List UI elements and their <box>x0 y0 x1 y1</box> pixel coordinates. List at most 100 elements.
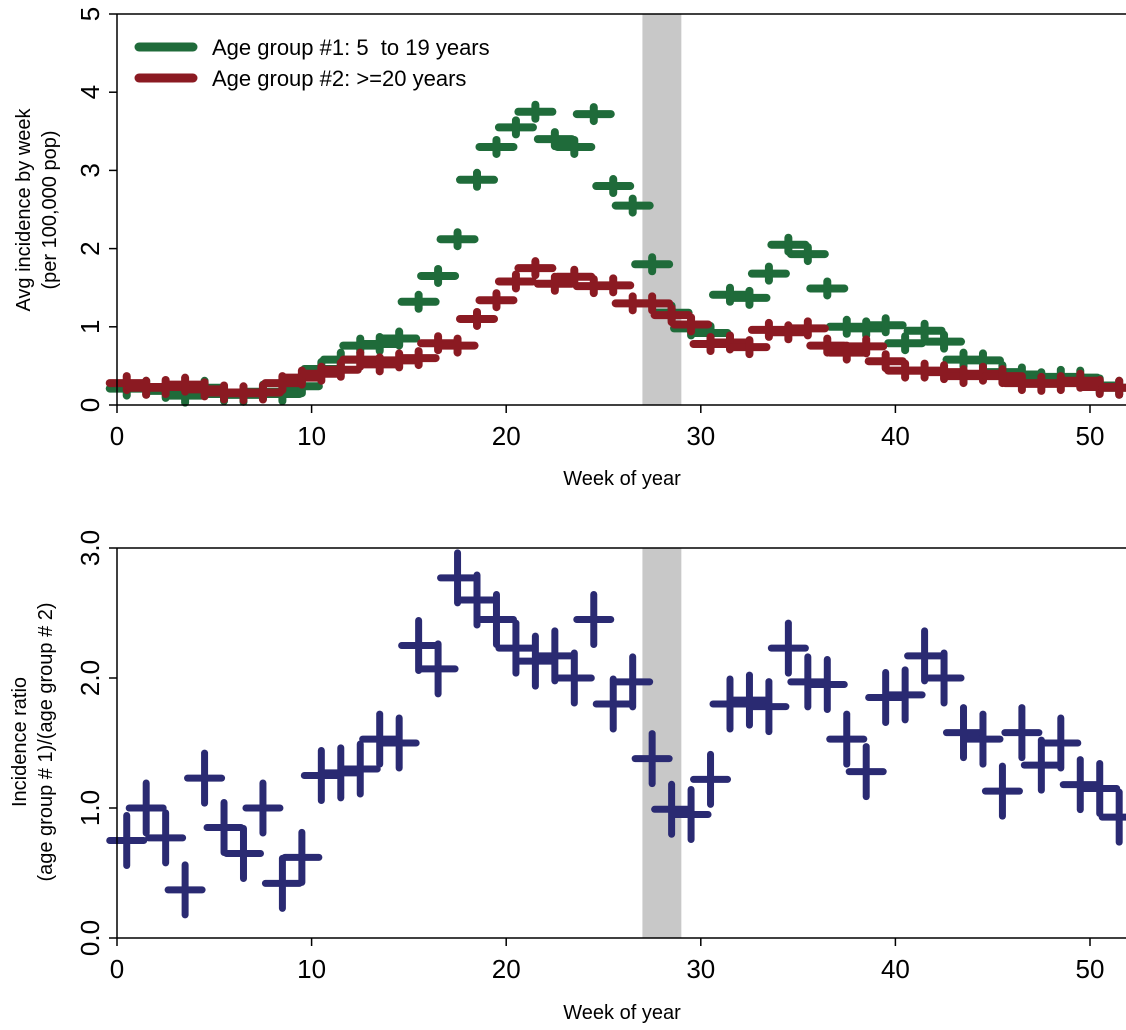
y-tick-label: 3 <box>75 163 105 177</box>
data-point <box>650 304 693 327</box>
data-point <box>475 289 518 312</box>
data-point <box>1098 376 1126 399</box>
legend-label-group-1: Age group #1: 5 to 19 years <box>212 35 490 60</box>
y-tick-label: 5 <box>75 7 105 21</box>
data-point <box>651 780 693 838</box>
x-tick-label: 0 <box>110 954 124 984</box>
data-point <box>826 710 868 768</box>
data-point <box>631 253 674 276</box>
legend: Age group #1: 5 to 19 years Age group #2… <box>134 35 490 91</box>
ratio-chart: 0 10 20 30 40 50 0.0 1.0 2.0 3.0 Week of year Inc… <box>9 530 1126 1024</box>
data-point <box>456 307 499 330</box>
data-point <box>494 116 537 139</box>
y-tick-label: 0.0 <box>75 920 105 956</box>
data-point <box>728 671 770 729</box>
data-point <box>903 319 946 342</box>
data-point <box>864 350 907 373</box>
data-point <box>222 825 264 882</box>
data-point <box>728 286 771 309</box>
data-point <box>631 292 674 315</box>
data-point <box>806 656 848 713</box>
data-point <box>1098 788 1126 846</box>
data-point <box>981 762 1023 820</box>
y-tick-label: 0 <box>75 398 105 412</box>
data-point <box>494 270 537 293</box>
data-point <box>748 678 790 736</box>
data-point <box>728 336 771 359</box>
data-point <box>747 262 790 285</box>
data-point <box>359 710 401 768</box>
data-point <box>398 617 440 674</box>
data-point <box>631 730 673 788</box>
x-tick-label: 10 <box>297 954 326 984</box>
data-point <box>806 277 849 300</box>
data-point <box>125 779 167 837</box>
data-point <box>495 619 537 677</box>
y-tick-label: 3.0 <box>75 530 105 566</box>
data-point <box>592 175 635 198</box>
data-point <box>397 347 440 370</box>
data-point <box>573 591 615 648</box>
y-tick-label: 2 <box>75 241 105 255</box>
ratio-y-axis-title: Incidence ratio <box>9 677 31 807</box>
data-point <box>456 571 498 629</box>
data-point <box>904 627 946 685</box>
data-point <box>884 332 927 355</box>
ratio-x-axis-title: Week of year <box>563 1002 681 1024</box>
x-tick-label: 50 <box>1076 954 1105 984</box>
ratio-axis-ticks: 0 10 20 30 40 50 0.0 1.0 2.0 3.0 <box>75 530 1104 984</box>
incidence-chart: 0 10 20 30 40 50 0 1 2 3 4 5 Week of year Avg incid… <box>13 7 1126 490</box>
data-point <box>242 779 284 837</box>
x-tick-label: 10 <box>297 421 326 451</box>
data-point <box>572 103 615 126</box>
data-point <box>786 317 829 340</box>
data-point <box>319 358 362 381</box>
x-tick-label: 0 <box>110 421 124 451</box>
data-point <box>845 335 888 358</box>
data-point <box>709 675 751 733</box>
y-tick-label: 1.0 <box>75 790 105 826</box>
data-point <box>592 675 634 733</box>
data-point <box>514 632 556 690</box>
legend-label-group-2: Age group #2: >=20 years <box>212 66 466 91</box>
data-point <box>514 257 557 280</box>
data-point <box>553 265 596 288</box>
x-tick-label: 20 <box>492 954 521 984</box>
data-point <box>417 640 459 698</box>
x-tick-label: 40 <box>881 421 910 451</box>
data-point <box>1079 760 1121 817</box>
data-point <box>203 799 245 856</box>
data-point <box>106 812 148 869</box>
data-point <box>767 233 810 256</box>
x-tick-label: 20 <box>492 421 521 451</box>
data-point <box>845 743 887 801</box>
incidence-y-axis-subtitle: (per 100,000 pop) <box>39 130 61 289</box>
data-point <box>417 264 460 287</box>
incidence-y-axis-title: Avg incidence by week <box>13 107 35 311</box>
x-tick-label: 30 <box>686 421 715 451</box>
data-point <box>534 627 576 685</box>
data-point <box>553 135 596 158</box>
data-point <box>962 710 1004 768</box>
data-point <box>864 314 907 337</box>
data-point <box>786 243 829 266</box>
data-point <box>1059 756 1101 814</box>
data-point <box>767 619 809 677</box>
data-point <box>943 704 985 762</box>
data-point <box>690 750 732 808</box>
ratio-shaded-band <box>642 548 682 938</box>
x-tick-label: 50 <box>1076 421 1105 451</box>
x-tick-label: 30 <box>686 954 715 984</box>
data-point <box>436 228 479 251</box>
data-point <box>378 714 420 772</box>
incidence-x-axis-title: Week of year <box>563 468 681 490</box>
y-tick-label: 1 <box>75 320 105 334</box>
data-point <box>437 549 479 607</box>
data-point <box>241 381 284 404</box>
y-tick-label: 4 <box>75 85 105 99</box>
data-point <box>475 135 518 158</box>
incidence-axis-ticks: 0 10 20 30 40 50 0 1 2 3 4 5 <box>75 7 1104 451</box>
data-point <box>670 313 713 336</box>
data-point <box>592 274 635 297</box>
